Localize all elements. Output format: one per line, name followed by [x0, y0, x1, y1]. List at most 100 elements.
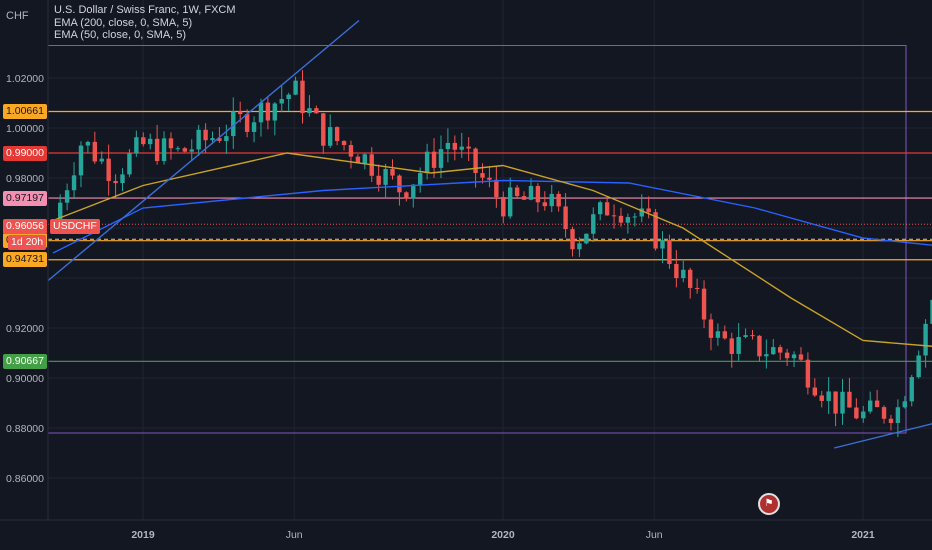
candle-body: [667, 239, 672, 264]
candle-body: [127, 153, 132, 175]
candle-body: [888, 418, 894, 423]
candle-body: [334, 127, 340, 142]
candle-body: [231, 111, 236, 137]
currency-label: CHF: [6, 10, 29, 22]
price-axis-bg: [0, 0, 48, 550]
trend-lines[interactable]: [41, 19, 932, 449]
candle-body: [646, 208, 651, 213]
candle-body: [251, 122, 257, 132]
candle-body: [279, 99, 284, 104]
candle-body: [764, 354, 769, 357]
candle-body: [902, 401, 908, 408]
chart-legend: U.S. Dollar / Swiss Franc, 1W, FXCM EMA …: [54, 4, 236, 42]
candle-body: [674, 263, 679, 279]
candle-body: [604, 202, 610, 216]
candle-body: [757, 335, 762, 357]
trendline: [41, 19, 360, 287]
candle-body: [909, 377, 914, 402]
candle-body: [847, 391, 852, 408]
candle-body: [154, 138, 160, 162]
candle-body: [750, 335, 755, 337]
candle-body: [584, 233, 589, 244]
candle-body: [694, 287, 700, 289]
candle-body: [383, 168, 388, 185]
candle-body: [71, 175, 77, 191]
candle-body: [217, 138, 222, 141]
candle-body: [445, 142, 451, 150]
candle-body: [168, 138, 174, 149]
candle-body: [224, 136, 229, 141]
candle-body: [743, 335, 748, 337]
candle-body: [148, 138, 153, 145]
legend-ema200[interactable]: EMA (200, close, 0, SMA, 5): [54, 16, 193, 29]
candle-body: [528, 185, 534, 200]
candle-body: [660, 239, 665, 249]
candle-body: [424, 151, 430, 174]
candle-body: [404, 192, 409, 199]
candle-body: [729, 338, 734, 354]
candles: [58, 70, 932, 438]
candle-body: [542, 202, 548, 207]
legend-ema50[interactable]: EMA (50, close, 0, SMA, 5): [54, 29, 187, 41]
candle-body: [411, 184, 416, 199]
candle-body: [778, 347, 783, 353]
candle-body: [141, 137, 146, 145]
candle-body: [348, 145, 354, 157]
candle-body: [120, 174, 125, 184]
candle-body: [238, 111, 243, 115]
candle-body: [341, 141, 347, 146]
candle-body: [189, 149, 194, 152]
candle-body: [632, 216, 638, 218]
y-tick-label: 0.88000: [6, 423, 44, 435]
candle-body: [591, 214, 596, 234]
candle-body: [272, 103, 278, 121]
price-level-label: 1.00661: [3, 103, 47, 119]
candle-body: [881, 407, 887, 419]
candle-body: [85, 141, 91, 146]
candle-body: [92, 141, 98, 162]
candle-body: [618, 215, 624, 223]
candle-body: [549, 193, 554, 207]
candle-body: [722, 331, 728, 339]
candle-body: [78, 145, 84, 176]
candle-body: [930, 299, 932, 324]
y-tick-label: 0.90000: [6, 373, 44, 385]
x-tick-label: 2019: [131, 529, 155, 541]
candle-body: [175, 148, 181, 150]
candle-body: [196, 129, 201, 150]
candle-body: [570, 229, 575, 250]
price-level-label: 0.90667: [3, 353, 47, 369]
candle-body: [487, 177, 492, 180]
price-level-label: 0.99000: [3, 145, 47, 161]
candle-body: [791, 354, 797, 359]
candle-body: [134, 137, 139, 154]
candle-body: [598, 202, 603, 215]
candle-body: [501, 196, 506, 217]
candle-body: [161, 138, 167, 162]
candle-body: [715, 331, 721, 338]
candle-body: [854, 407, 859, 419]
candle-body: [923, 323, 928, 356]
candle-body: [452, 142, 458, 150]
candle-body: [840, 391, 845, 414]
candle-body: [688, 269, 693, 288]
candle-body: [535, 185, 541, 203]
candle-body: [895, 407, 901, 423]
candle-body: [321, 113, 326, 146]
x-tick-label: Jun: [646, 529, 663, 541]
legend-title: U.S. Dollar / Swiss Franc, 1W, FXCM: [54, 4, 236, 16]
candle-body: [473, 148, 478, 174]
candle-body: [861, 411, 866, 419]
current-price-label: 0.96056: [3, 219, 47, 235]
candle-body: [431, 151, 437, 168]
candle-body: [182, 148, 188, 152]
candle-body: [812, 387, 818, 396]
flag-icon[interactable]: ⚑: [758, 493, 780, 515]
candle-body: [307, 108, 312, 114]
candle-body: [397, 175, 402, 193]
candle-body: [736, 336, 741, 354]
candle-body: [639, 208, 644, 217]
candle-body: [771, 347, 776, 355]
